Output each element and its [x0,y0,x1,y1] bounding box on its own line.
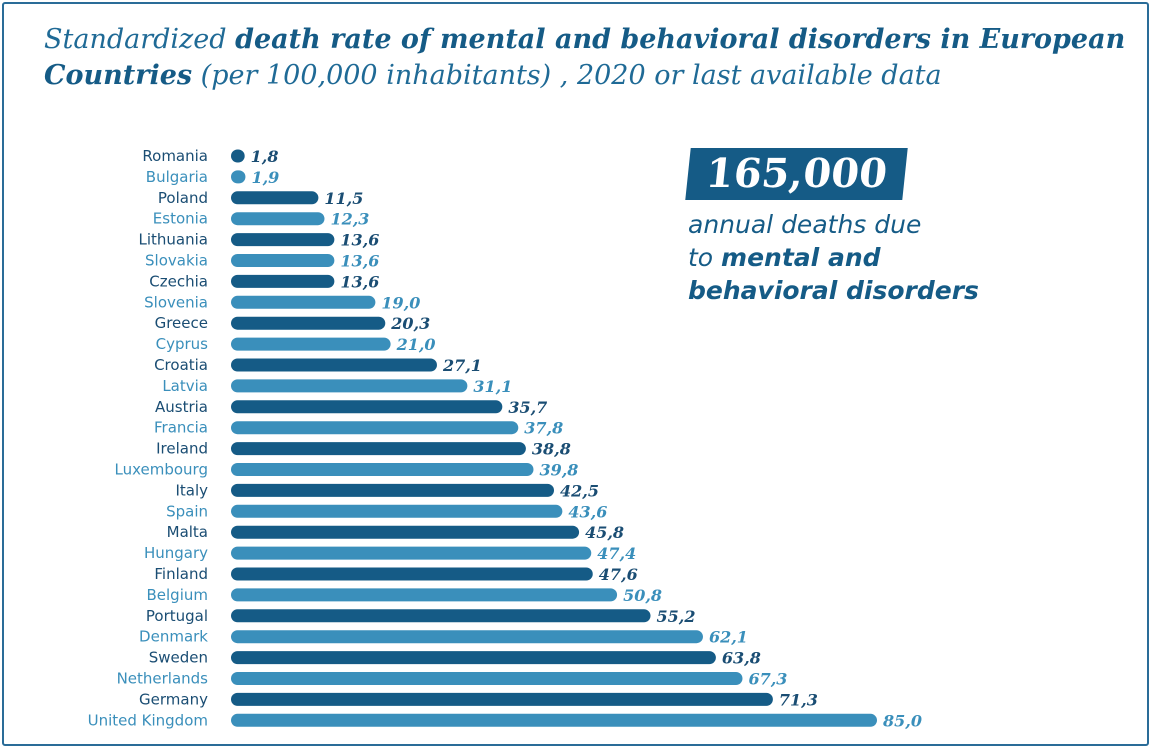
value-label: 67,3 [748,670,787,689]
category-label: United Kingdom [88,711,208,729]
category-label: Denmark [139,628,208,646]
value-label: 13,6 [340,231,379,250]
category-label: Luxembourg [115,461,209,479]
category-label: Netherlands [117,670,209,688]
bar [231,400,503,414]
bar [231,149,245,163]
value-label: 21,0 [396,335,436,354]
category-label: Croatia [154,356,208,374]
category-label: Lithuania [139,231,208,249]
bar [231,546,592,560]
bar [231,379,468,393]
bar [231,713,877,727]
bar [231,630,703,644]
bar [231,421,519,435]
category-label: Belgium [147,586,209,604]
category-label: Ireland [156,440,208,458]
title-subtext: (per 100,000 inhabitants) , 2020 or last… [192,60,942,91]
callout-line-2-bold: mental and [721,243,881,272]
chart-title: Standardized death rate of mental and be… [44,22,1134,94]
category-label: Sweden [149,649,208,667]
bar [231,274,335,288]
value-label: 1,8 [251,147,279,166]
bar [231,191,319,205]
value-label: 71,3 [779,690,818,709]
category-label: Romania [142,147,208,165]
category-label: Francia [154,419,208,437]
bar [231,609,651,623]
value-label: 47,6 [599,565,638,584]
bar [231,170,246,184]
value-label: 13,6 [340,252,379,271]
callout-line-3: behavioral disorders [688,276,979,305]
bar [231,337,391,351]
bar [231,525,580,539]
category-label: Slovenia [144,293,208,311]
value-label: 50,8 [623,586,662,605]
value-label: 39,8 [539,461,578,480]
value-label: 45,8 [585,523,624,542]
value-label: 62,1 [709,628,748,647]
callout-text: annual deaths due to mental and behavior… [688,208,1008,307]
value-label: 55,2 [657,607,696,626]
value-label: 20,3 [390,314,430,333]
value-label: 27,1 [442,356,482,375]
bar [231,588,618,602]
bar [231,692,773,706]
bar [231,567,593,581]
bar [231,316,386,330]
bar [231,442,526,456]
value-label: 43,6 [568,502,607,521]
title-bold-text: death rate of mental and behavioral diso… [44,24,1126,91]
bar [231,672,743,685]
value-label: 63,8 [722,649,761,668]
callout-line-2: to mental and [688,241,1008,274]
category-label: Cyprus [156,335,209,353]
bar [231,483,554,497]
category-label: Latvia [162,377,208,395]
category-label: Malta [167,523,208,541]
value-label: 85,0 [882,711,922,730]
bar [231,504,563,518]
bar [231,254,335,267]
bar [231,233,335,247]
category-label: Austria [155,398,208,416]
value-label: 35,7 [508,398,547,417]
value-label: 1,9 [251,168,279,187]
category-label: Italy [175,481,208,499]
title-text: Standardized [44,24,236,55]
value-label: 37,8 [524,419,563,438]
value-label: 12,3 [330,210,369,229]
value-label: 47,4 [597,544,636,563]
callout-line-1: annual deaths due [688,210,922,239]
value-label: 19,0 [381,293,420,312]
bar [231,463,534,476]
value-label: 11,5 [324,189,363,208]
category-label: Portugal [146,607,208,625]
category-label: Finland [154,565,208,583]
category-label: Bulgaria [146,168,208,186]
deaths-callout: 165,000 annual deaths due to mental and … [685,148,1008,307]
callout-line-2-prefix: to [688,243,722,272]
value-label: 42,5 [560,481,599,500]
bar [231,651,716,665]
value-label: 13,6 [340,272,379,291]
category-label: Hungary [144,544,208,562]
bar [231,295,376,309]
category-label: Spain [166,502,208,520]
value-label: 38,8 [532,440,571,459]
category-label: Slovakia [145,252,208,270]
bar [231,212,325,226]
value-label: 31,1 [473,377,512,396]
category-label: Estonia [153,210,208,228]
category-label: Greece [155,314,208,332]
category-label: Poland [158,189,208,207]
deaths-count-badge: 165,000 [685,148,908,200]
bar [231,358,437,372]
category-label: Czechia [149,272,208,290]
category-label: Germany [139,690,208,708]
